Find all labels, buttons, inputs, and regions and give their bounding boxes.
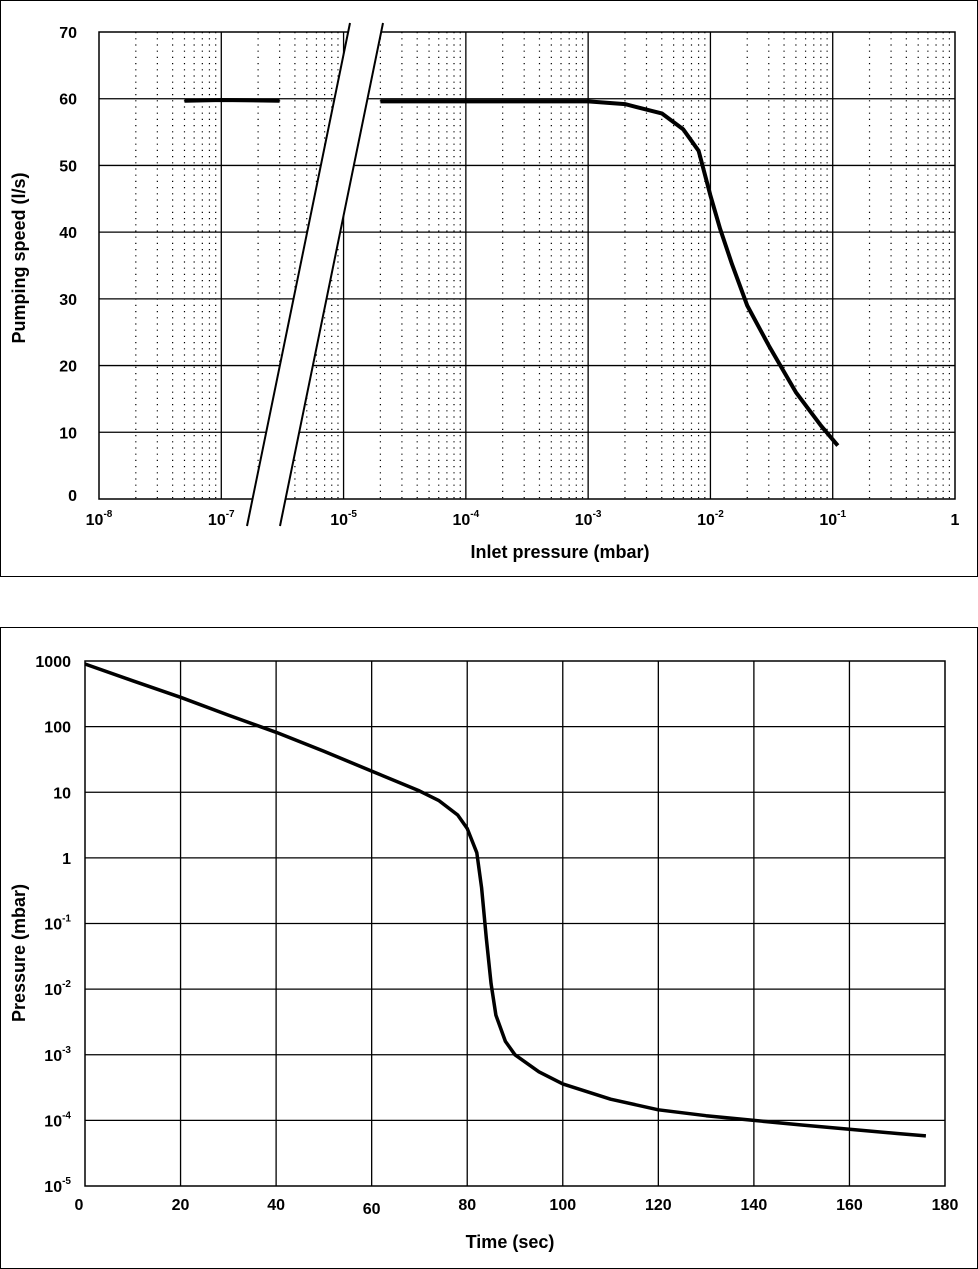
axis-break [246,22,384,527]
x-tick-label: 1 [951,512,960,529]
x-tick-label: 10-4 [453,509,480,529]
y-tick-label: 20 [59,359,77,376]
y-tick-label: 1000 [35,654,71,671]
pumping-speed-chart: 10-8 10-7 10-5 10-4 10-3 10-2 10-1 1 0 10 20 30 40 5… [9,22,960,562]
x-axis-label: Time (sec) [466,1232,555,1252]
y-tick-label: 40 [59,225,77,242]
y-axis-label: Pressure (mbar) [9,884,29,1022]
y-tick-label: 50 [59,158,77,175]
y-tick-label: 70 [59,25,77,42]
y-tick-label: 10-2 [44,979,71,999]
plot-frame [84,660,946,1187]
pumping-speed-chart-panel: 10-8 10-7 10-5 10-4 10-3 10-2 10-1 1 0 10 20 30 40 5… [0,0,978,577]
x-tick-label: 120 [645,1197,672,1214]
x-tick-label: 100 [549,1197,576,1214]
x-tick-label: 10-2 [697,509,724,529]
y-tick-label: 10-1 [44,914,71,934]
x-tick-label: 10-1 [819,509,846,529]
plot-frame [98,31,956,500]
x-tick-label: 10-5 [330,509,357,529]
x-tick-label: 160 [836,1197,863,1214]
y-tick-label: 10-4 [44,1110,71,1130]
pressure-time-chart: 0 20 40 60 80 100 120 140 160 180 10-5 10-4 10-3 10-… [9,654,959,1252]
x-tick-label: 0 [75,1197,84,1214]
x-tick-label: 20 [172,1197,190,1214]
x-tick-label: 10-8 [86,509,113,529]
y-tick-label: 100 [44,720,71,737]
x-tick-label: 10-3 [575,509,602,529]
y-tick-label: 60 [59,92,77,109]
y-axis-label: Pumping speed (l/s) [9,172,29,343]
y-tick-label: 30 [59,292,77,309]
y-tick-label: 1 [62,851,71,868]
y-tick-label: 10 [59,425,77,442]
x-axis-label: Inlet pressure (mbar) [470,542,649,562]
y-tick-label: 10-3 [44,1045,71,1065]
x-tick-label: 180 [932,1197,959,1214]
x-tick-label: 140 [741,1197,768,1214]
x-tick-label: 80 [458,1197,476,1214]
y-tick-label: 10-5 [44,1176,71,1196]
y-tick-label: 10 [53,785,71,802]
x-tick-label: 10-7 [208,509,235,529]
x-tick-label: 40 [267,1197,285,1214]
x-tick-label: 60 [363,1201,381,1218]
pumping-speed-curve [184,98,840,447]
pressure-curve [84,662,927,1138]
pressure-time-chart-panel: 0 20 40 60 80 100 120 140 160 180 10-5 10-4 10-3 10-… [0,627,978,1269]
y-tick-label: 0 [68,488,77,505]
